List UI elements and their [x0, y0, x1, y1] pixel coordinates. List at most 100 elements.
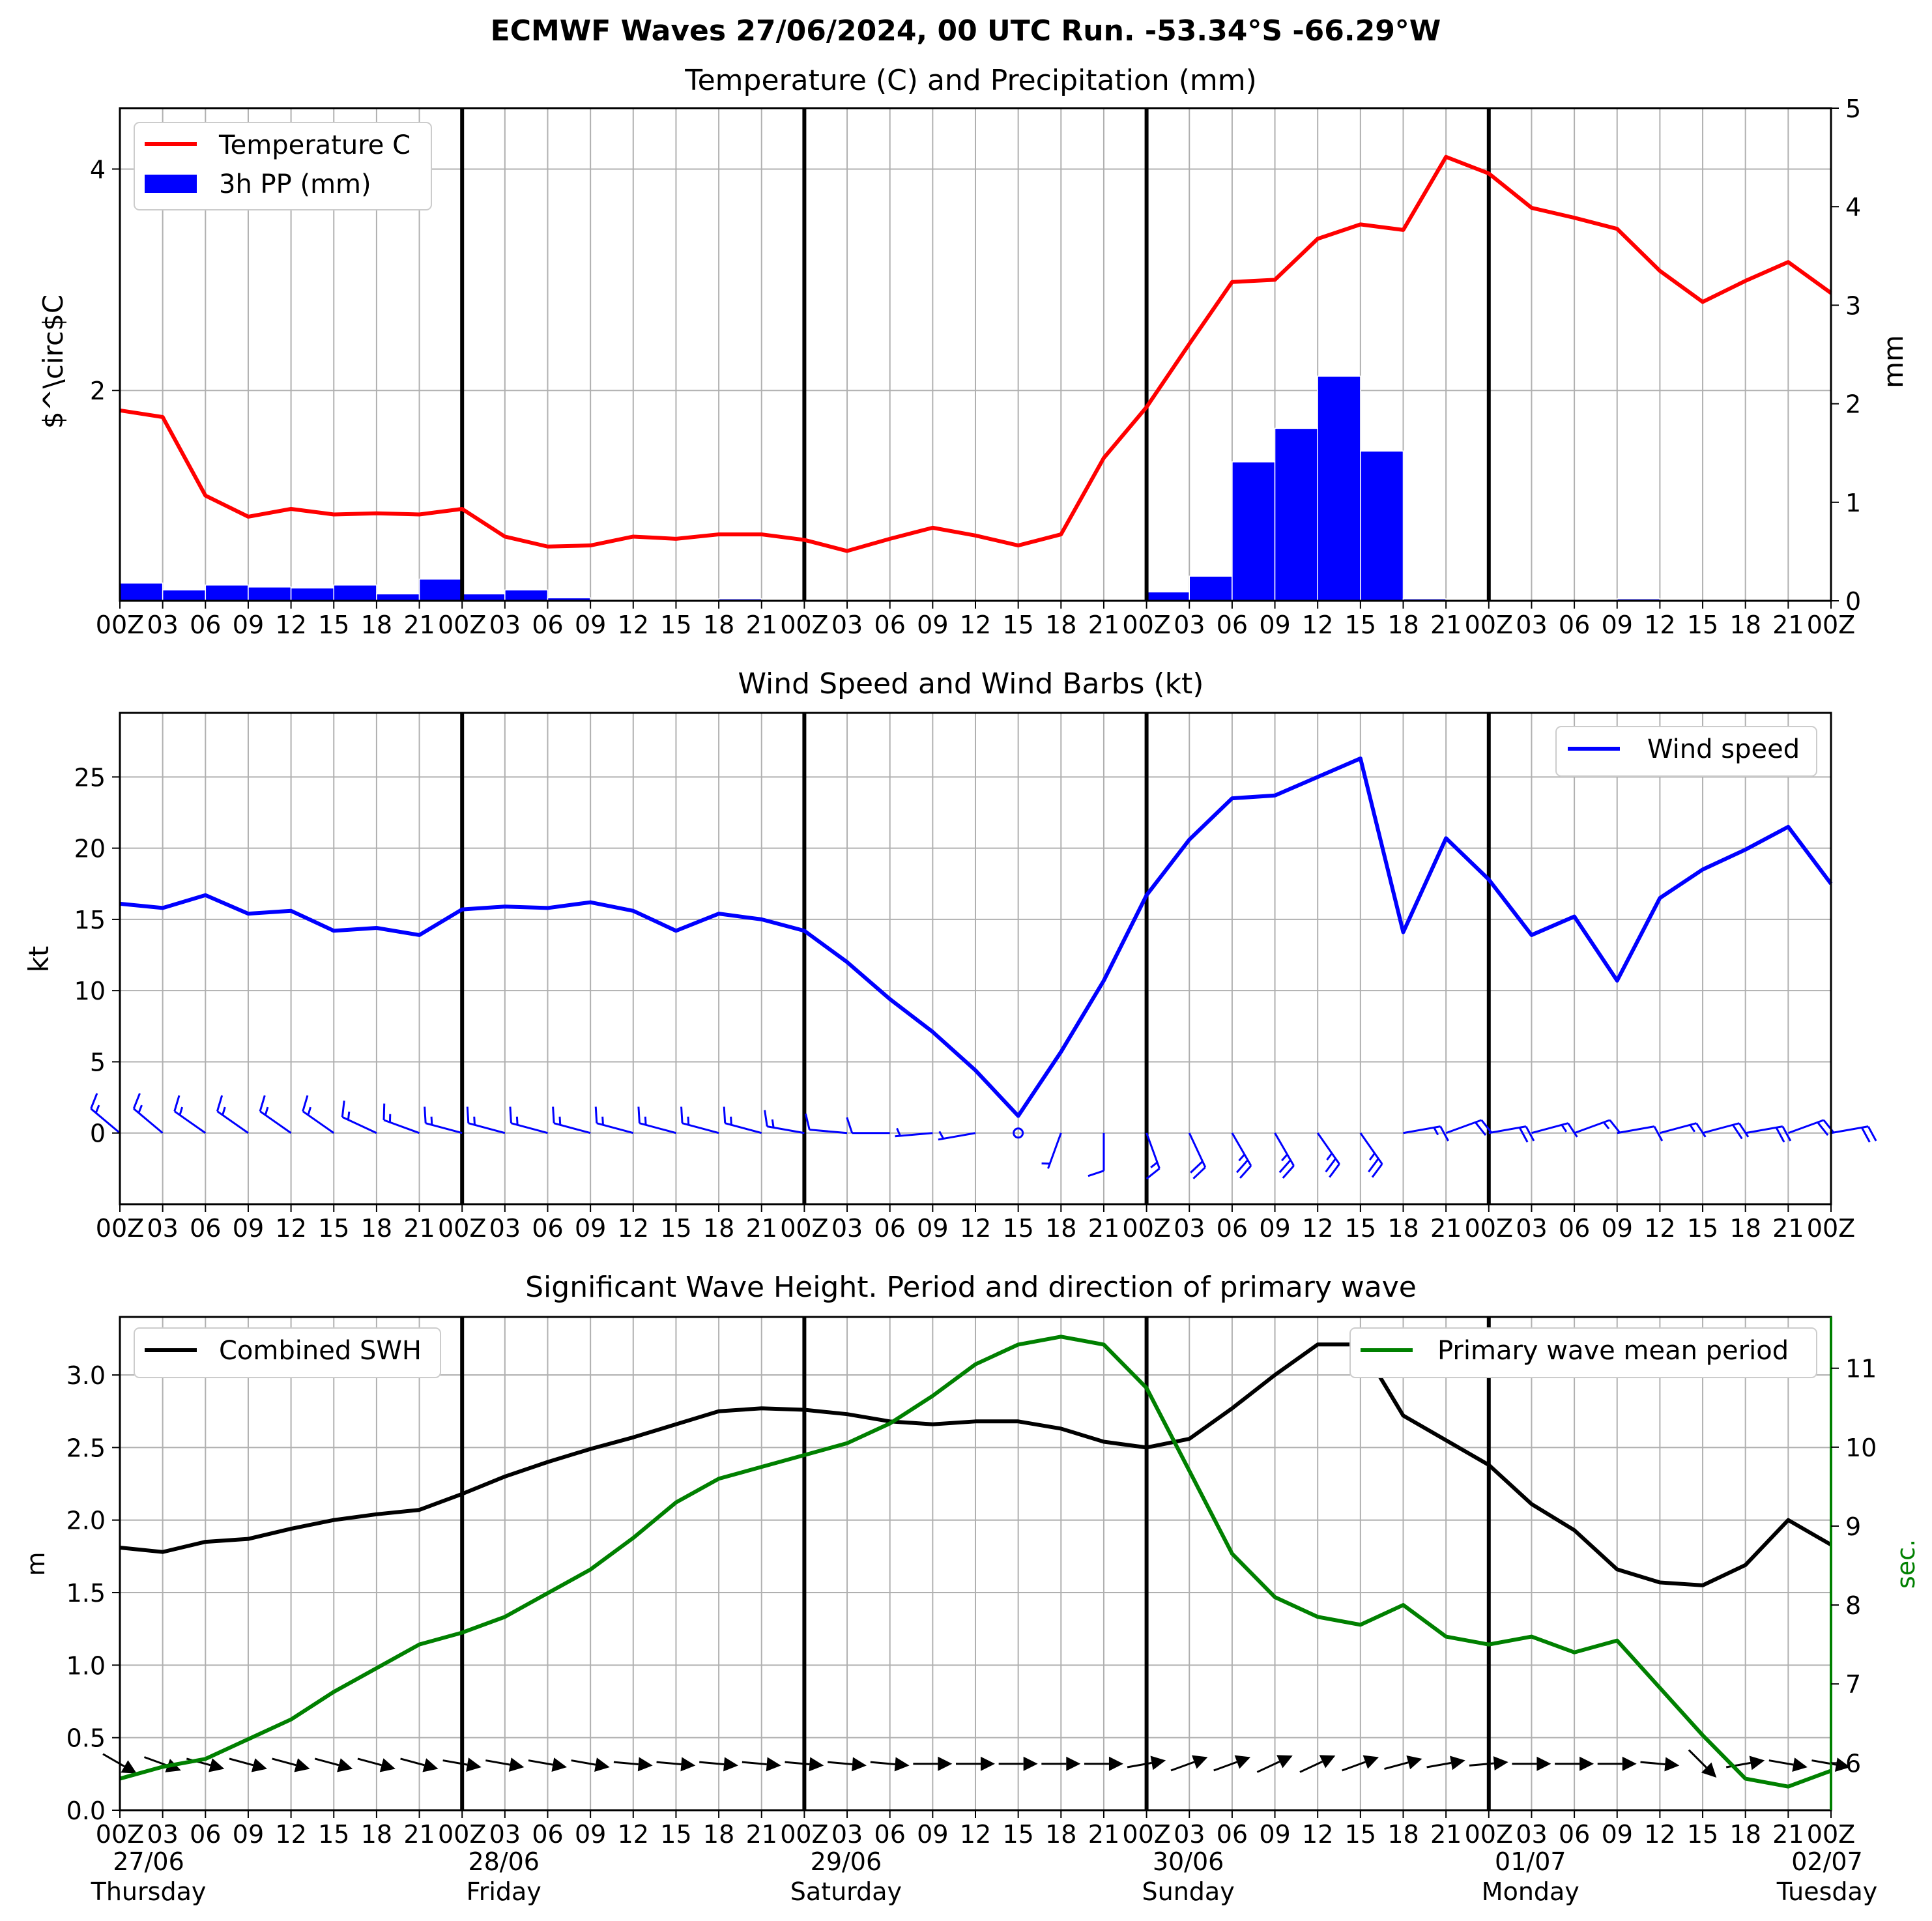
- x-tick-label: 03: [1174, 1820, 1205, 1849]
- y-tick-label: 25: [74, 763, 106, 792]
- x-tick-label: 18: [1387, 1820, 1419, 1849]
- x-tick-label: 15: [318, 1214, 349, 1243]
- day-date-label: 28/06: [468, 1847, 540, 1876]
- x-tick-label: 06: [190, 611, 221, 639]
- y-tick-label: 1.0: [66, 1651, 106, 1680]
- wave-arrow-head: [121, 1760, 137, 1774]
- wave-arrow-head: [1276, 1755, 1293, 1769]
- wave-arrow-head: [1406, 1755, 1422, 1770]
- wave-direction-arrow: [314, 1757, 353, 1772]
- x-tick-label: 12: [275, 611, 306, 639]
- wind-barbs: [90, 1093, 1877, 1180]
- wind-barb: [552, 1106, 591, 1134]
- wave-direction-arrow: [870, 1757, 910, 1772]
- wave-arrow-head: [1792, 1757, 1808, 1772]
- wind-barb: [1403, 1125, 1449, 1142]
- wave-arrow-head: [981, 1756, 995, 1771]
- x-tick-label: 00Z: [1465, 1820, 1513, 1849]
- x-tick-label: 00Z: [780, 1214, 828, 1243]
- day-name-label: Friday: [467, 1877, 541, 1906]
- wave-direction-arrow: [1688, 1749, 1717, 1778]
- wave-day-separators: [460, 1317, 1491, 1810]
- wind-barb-flag: [1695, 1122, 1707, 1138]
- y2-tick-label: 6: [1845, 1749, 1861, 1778]
- legend-label-temperature: Temperature C: [218, 130, 411, 160]
- wind-barb-flag: [1738, 1122, 1750, 1138]
- x-tick-label: 00Z: [1122, 611, 1170, 639]
- wave-arrow-shaft: [1384, 1761, 1409, 1770]
- wind-barb: [424, 1106, 463, 1134]
- x-tick-label: 03: [147, 1820, 178, 1849]
- x-tick-label: 21: [746, 1214, 777, 1243]
- x-tick-label: 03: [831, 1820, 863, 1849]
- wave-arrow-shaft: [1213, 1761, 1237, 1772]
- wind-barb: [1488, 1125, 1535, 1143]
- wind-barb-flag: [1235, 1159, 1249, 1174]
- x-tick-label: 00Z: [96, 1820, 144, 1849]
- precip-bar: [119, 583, 164, 601]
- wind-barb: [1702, 1122, 1750, 1140]
- wind-barb-half-flag: [94, 1105, 100, 1114]
- x-tick-label: 06: [874, 1820, 906, 1849]
- x-tick-label: 18: [361, 1214, 392, 1243]
- wave-arrow-head: [422, 1758, 439, 1772]
- wind-grid: [119, 713, 1832, 1204]
- wind-barb-flag: [90, 1093, 98, 1109]
- day-date-label: 29/06: [811, 1847, 882, 1876]
- day-date-label: 01/07: [1495, 1847, 1566, 1876]
- wind-legend-box: [1555, 726, 1817, 777]
- y2-tick-label: 1: [1845, 489, 1861, 517]
- x-tick-label: 18: [1045, 1820, 1076, 1849]
- day-name-label: Monday: [1482, 1877, 1579, 1906]
- wind-barb: [1830, 1125, 1877, 1143]
- wind-title: Wind Speed and Wind Barbs (kt): [738, 667, 1204, 701]
- temperature-precip-title: Temperature (C) and Precipitation (mm): [684, 64, 1257, 97]
- wave-direction-arrow: [1469, 1756, 1508, 1771]
- wind-barb: [1188, 1133, 1207, 1179]
- wind-barb: [1574, 1119, 1621, 1134]
- y2-tick-label: 11: [1845, 1355, 1877, 1383]
- wave-arrow-shaft: [357, 1757, 382, 1767]
- wind-barb-flag: [1823, 1119, 1835, 1134]
- wave-direction-arrow: [1512, 1756, 1551, 1771]
- wave-arrow-shaft: [613, 1761, 639, 1765]
- x-tick-label: 15: [1345, 1214, 1376, 1243]
- x-tick-label: 06: [1217, 1214, 1248, 1243]
- precip-bar: [461, 593, 506, 601]
- wave-arrow-shaft: [272, 1757, 296, 1767]
- period-line: [119, 1335, 1832, 1789]
- x-tick-label: 15: [1687, 611, 1718, 639]
- wind-barb-flag: [637, 1106, 641, 1123]
- x-tick-label: 18: [1730, 1820, 1761, 1849]
- wave-direction-arrow: [1084, 1756, 1123, 1771]
- y-tick-label: 0: [90, 1119, 106, 1148]
- wave-height-y-label: m: [22, 1552, 50, 1576]
- x-tick-label: 15: [318, 611, 349, 639]
- wave-arrow-shaft: [699, 1761, 725, 1765]
- swh-legend: Combined SWH: [134, 1327, 441, 1378]
- wave-direction-arrow: [1299, 1755, 1336, 1773]
- wave-arrow-head: [1701, 1762, 1717, 1778]
- x-tick-label: 21: [403, 611, 435, 639]
- wind-barb: [804, 1113, 848, 1134]
- wave-arrow-head: [251, 1758, 267, 1772]
- x-tick-label: 03: [147, 1214, 178, 1243]
- precip-bar: [162, 589, 207, 601]
- legend-label-period: Primary wave mean period: [1437, 1336, 1789, 1366]
- legend-swatch-precip: [145, 175, 197, 193]
- wind-barb-flag: [302, 1095, 309, 1112]
- wave-arrow-head: [1319, 1755, 1336, 1769]
- wind-barb-flag: [1278, 1159, 1291, 1174]
- x-tick-label: 15: [1687, 1214, 1718, 1243]
- x-tick-label: 00Z: [1465, 1214, 1513, 1243]
- x-tick-label: 00Z: [780, 1820, 828, 1849]
- x-tick-label: 06: [1559, 1214, 1590, 1243]
- wind-barb-flag: [1781, 1125, 1792, 1142]
- wave-arrow-head: [1749, 1755, 1765, 1770]
- wind-barb: [938, 1131, 976, 1141]
- wave-x-ticks: 00Z 03 06 09 12 15 18 21 00Z 03 06 09 12 15 18 21 00Z 03 0…: [96, 1810, 1855, 1849]
- x-tick-label: 00Z: [96, 1214, 144, 1243]
- wave-direction-arrow: [1213, 1755, 1251, 1772]
- wind-barb-half-flag: [1150, 1161, 1158, 1168]
- y-tick-label: 2: [90, 377, 106, 405]
